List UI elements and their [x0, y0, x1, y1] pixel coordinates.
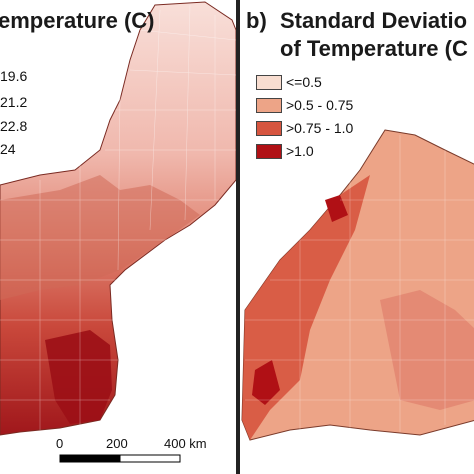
- legend-b-swatch-2: [256, 97, 282, 113]
- legend-a-label-3: 22.8: [0, 118, 28, 134]
- map-a-svg: [0, 1, 236, 463]
- legend-b-label-2: >0.5 - 0.75: [286, 97, 354, 113]
- scale-label-400: 400 km: [164, 436, 207, 451]
- legend-b-swatch-4: [256, 143, 282, 159]
- county-lines-b: [245, 135, 474, 432]
- legend-b-swatch-1: [256, 74, 282, 90]
- county-lines-a: [0, 4, 236, 430]
- panel-a-title: emperature (C): [0, 8, 155, 33]
- legend-b-label-1: <=0.5: [286, 74, 322, 90]
- legend-a-label-4: 24: [0, 141, 16, 157]
- legend-b-label-3: >0.75 - 1.0: [286, 120, 354, 136]
- region-mid-band-a: [0, 175, 200, 300]
- scale-label-200: 200: [106, 436, 128, 451]
- panel-b-title-line2: of Temperature (C: [280, 36, 468, 61]
- legend-b-swatch-3: [256, 120, 282, 136]
- legend-b-item-3: >0.75 - 1.0: [256, 120, 353, 136]
- legend-b-label-4: >1.0: [286, 143, 314, 159]
- region-dark-cluster-a: [45, 330, 112, 424]
- panel-b-letter: b): [246, 8, 267, 33]
- legend-b-item-2: >0.5 - 0.75: [256, 97, 353, 113]
- region-mid-b2: [380, 290, 474, 410]
- region-dark-b1: [325, 195, 348, 222]
- panel-b-title-line1: Standard Deviatio: [280, 8, 468, 33]
- scale-bar: [59, 454, 181, 463]
- panel-a-mean-temperature-map: emperature (C) 19.6 21.2 22.8 24 0 200 4…: [0, 0, 238, 474]
- region-dark-b2: [252, 360, 280, 405]
- map-b-svg: [241, 129, 474, 441]
- legend-b-item-1: <=0.5: [256, 74, 322, 90]
- legend-b-item-4: >1.0: [256, 143, 314, 159]
- panel-b-std-temperature-map: b) Standard Deviatio of Temperature (C: [238, 0, 474, 474]
- scale-label-0: 0: [56, 436, 64, 451]
- legend-a-label-2: 21.2: [0, 94, 28, 110]
- legend-a-label-1: 19.6: [0, 68, 28, 84]
